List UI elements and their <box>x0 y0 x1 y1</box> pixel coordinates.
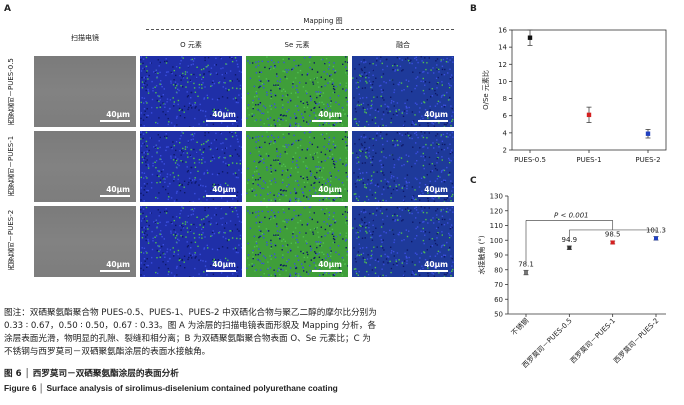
scale-bar-label: 40μm <box>106 260 130 269</box>
micrograph-se-row-1: 40μm <box>246 56 348 127</box>
chart-water-contact-angle: 50 60 70 80 90 100 110 120 130 水接触角 (°) P < 0.001 不… <box>477 193 666 370</box>
row-label-pues-2: 西罗莫司－PUES-2 <box>7 209 15 271</box>
y-tick-label-c: 90 <box>494 252 503 260</box>
y-tick-label-c: 70 <box>494 281 503 289</box>
data-point-c <box>654 236 658 241</box>
scale-bar <box>206 270 236 272</box>
data-point-b <box>586 112 592 118</box>
micrograph-o-row-1: 40μm <box>140 56 242 127</box>
plot-frame-b <box>511 29 667 151</box>
micrograph-merge-row-3: 40μm <box>352 206 454 277</box>
y-tick-label-c: 120 <box>490 207 503 215</box>
panel-a-letter: A <box>4 4 11 14</box>
mapping-header: Mapping 图 <box>303 17 343 25</box>
micrograph-se-row-2: 40μm <box>246 131 348 202</box>
micrograph-o-row-2: 40μm <box>140 131 242 202</box>
data-label-c: 94.9 <box>562 236 578 244</box>
scale-bar <box>100 120 130 122</box>
scale-bar <box>206 120 236 122</box>
scale-bar-label: 40μm <box>212 260 236 269</box>
figure-title-cn: 图 6 │ 西罗莫司－双硒聚氨酯涂层的表面分析 <box>4 369 179 379</box>
panel-b-letter: B <box>470 4 477 14</box>
figure-note-line-3: 涂层表面光滑，物明显的孔隙、裂缝和相分离；B 为双硒聚氨酯聚合物表面 O、Se … <box>4 334 371 344</box>
panel-c-letter: C <box>470 176 477 186</box>
micrograph-o-row-3: 40μm <box>140 206 242 277</box>
y-tick-label-b: 16 <box>498 27 507 35</box>
y-axis-label-c: 水接触角 (°) <box>477 235 486 274</box>
data-point-c <box>567 245 572 250</box>
scale-bar <box>418 120 448 122</box>
data-point-c <box>610 240 615 245</box>
scale-bar <box>100 195 130 197</box>
significance-label: P < 0.001 <box>554 211 589 219</box>
y-tick-label-b: 10 <box>498 78 507 86</box>
col-header-merge: 融合 <box>396 41 410 49</box>
micrograph-merge-row-2: 40μm <box>352 131 454 202</box>
mapping-divider <box>146 29 454 30</box>
micrograph-se-row-3: 40μm <box>246 206 348 277</box>
y-tick-label-c: 50 <box>494 311 503 319</box>
data-label-c: 101.3 <box>646 226 666 234</box>
figure-note-line-4: 不锈钢与西罗莫司－双硒聚氨酯涂层的表面水接触角。 <box>4 347 211 357</box>
scale-bar-label: 40μm <box>318 110 342 119</box>
y-tick-label-b: 12 <box>498 61 507 69</box>
data-label-c: 78.1 <box>518 261 534 269</box>
scale-bar <box>100 270 130 272</box>
x-tick-label-b: PUES-2 <box>635 156 660 164</box>
y-tick-label-c: 100 <box>490 237 503 245</box>
data-point-b <box>645 131 651 136</box>
figure-title-en: Figure 6 │ Surface analysis of sirolimus… <box>4 383 338 393</box>
y-tick-label-b: 14 <box>498 44 507 52</box>
y-tick-label-c: 60 <box>494 296 503 304</box>
micrograph-sem-row-2: 40μm <box>34 131 136 202</box>
y-tick-label-c: 80 <box>494 266 503 274</box>
y-tick-label-b: 6 <box>503 112 508 120</box>
col-header-se: Se 元素 <box>284 41 310 49</box>
y-axis-label-b: O/Se 元素比 <box>481 70 490 110</box>
scale-bar <box>312 120 342 122</box>
row-label-pues-1: 西罗莫司－PUES-1 <box>7 135 15 197</box>
x-tick-label-b: PUES-0.5 <box>514 156 546 164</box>
scale-bar <box>418 270 448 272</box>
y-tick-label-b: 8 <box>503 95 507 103</box>
row-label-pues-0-5: 西罗莫司－PUES-0.5 <box>7 58 15 126</box>
x-tick-label-c: 西罗莫司－PUES-2 <box>611 316 660 365</box>
scale-bar-label: 40μm <box>424 110 448 119</box>
col-header-sem: 扫描电镜 <box>71 34 99 42</box>
scale-bar <box>206 195 236 197</box>
data-point-b <box>527 35 533 40</box>
scale-bar-label: 40μm <box>212 110 236 119</box>
y-tick-label-c: 110 <box>490 222 503 230</box>
scale-bar <box>312 195 342 197</box>
scale-bar-label: 40μm <box>318 260 342 269</box>
micrograph-sem-row-3: 40μm <box>34 206 136 277</box>
micrograph-sem-row-1: 40μm <box>34 56 136 127</box>
scale-bar-label: 40μm <box>106 110 130 119</box>
y-tick-label-b: 2 <box>503 147 507 155</box>
micrograph-merge-row-1: 40μm <box>352 56 454 127</box>
scale-bar <box>312 270 342 272</box>
y-tick-label-c: 130 <box>490 193 503 201</box>
scale-bar-label: 40μm <box>106 185 130 194</box>
data-label-c: 98.5 <box>605 230 621 238</box>
figure-note-line-1: 图注：双硒聚氨酯聚合物 PUES-0.5、PUES-1、PUES-2 中双硒化合… <box>4 308 377 318</box>
figure-note-line-2: 0.33 ∶ 0.67，0.50 ∶ 0.50，0.67 ∶ 0.33。图 A … <box>4 321 377 331</box>
scale-bar-label: 40μm <box>424 185 448 194</box>
scale-bar-label: 40μm <box>318 185 342 194</box>
data-point-c <box>524 270 528 275</box>
x-tick-label-c: 不锈钢 <box>509 316 530 337</box>
x-tick-label-c: 西罗莫司－PUES-1 <box>568 316 617 365</box>
x-tick-label-b: PUES-1 <box>576 156 601 164</box>
scale-bar <box>418 195 448 197</box>
scale-bar-label: 40μm <box>424 260 448 269</box>
scale-bar-label: 40μm <box>212 185 236 194</box>
figure-note: 图注：双硒聚氨酯聚合物 PUES-0.5、PUES-1、PUES-2 中双硒化合… <box>4 307 466 359</box>
y-tick-label-b: 4 <box>503 129 508 137</box>
col-header-o: O 元素 <box>180 41 202 49</box>
chart-o-se-ratio: 2 4 6 8 10 12 14 16 O/Se 元素比 PUES-0.5 PUES-1 PUES-2 <box>481 27 667 164</box>
